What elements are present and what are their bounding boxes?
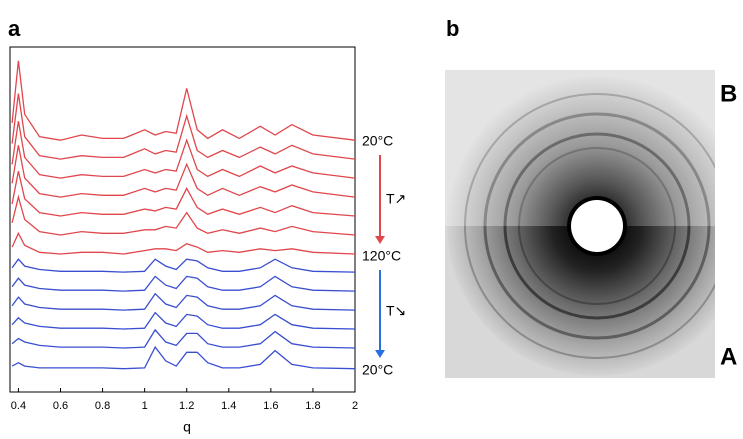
annotation: T↘ <box>386 303 406 319</box>
spectrum-line <box>11 275 356 292</box>
spectrum-line <box>11 60 356 141</box>
panel-label: a <box>8 16 21 41</box>
spectrum-line <box>11 292 356 311</box>
spectrum-line <box>11 231 356 255</box>
arrow-head <box>375 350 385 358</box>
annotation: 20°C <box>362 133 393 149</box>
spectrum-line <box>11 93 356 160</box>
annotation: T↗ <box>386 191 406 207</box>
arrow-head <box>375 236 385 244</box>
diffraction-image <box>445 70 715 378</box>
annotation: 120°C <box>362 248 401 264</box>
plot-area: 0.4 0.6 0.8 1 1.2 1.4 1.6 1.8 2 <box>11 60 358 412</box>
x-tick-label: 0.4 <box>11 400 26 412</box>
annotations: 20°C T↗ 120°C T↘ 20°C <box>362 133 406 378</box>
spectrum-line <box>11 194 356 236</box>
spectrum-line <box>11 145 356 198</box>
x-tick-label: 0.8 <box>95 400 110 412</box>
panel-label: b <box>446 16 459 41</box>
spectrum-line <box>11 121 356 179</box>
x-tick-label: 1.8 <box>305 400 320 412</box>
x-tick-label: 1.2 <box>179 400 194 412</box>
spectrum-line <box>11 311 356 330</box>
spectrum-line <box>11 258 356 273</box>
x-tick-label: 1 <box>142 400 148 412</box>
x-tick-label: 1.4 <box>221 400 236 412</box>
x-axis-label: q <box>183 419 191 434</box>
x-tick-label: 2 <box>352 400 358 412</box>
spectrum-line <box>11 345 356 370</box>
spectrum-line <box>11 328 356 349</box>
x-tick-label: 0.6 <box>53 400 68 412</box>
annotation: 20°C <box>362 362 393 378</box>
image-label: A <box>720 343 737 370</box>
x-tick-label: 1.6 <box>263 400 278 412</box>
spectrum-line <box>11 171 356 217</box>
plot-frame <box>9 46 356 393</box>
image-label: B <box>720 80 737 107</box>
